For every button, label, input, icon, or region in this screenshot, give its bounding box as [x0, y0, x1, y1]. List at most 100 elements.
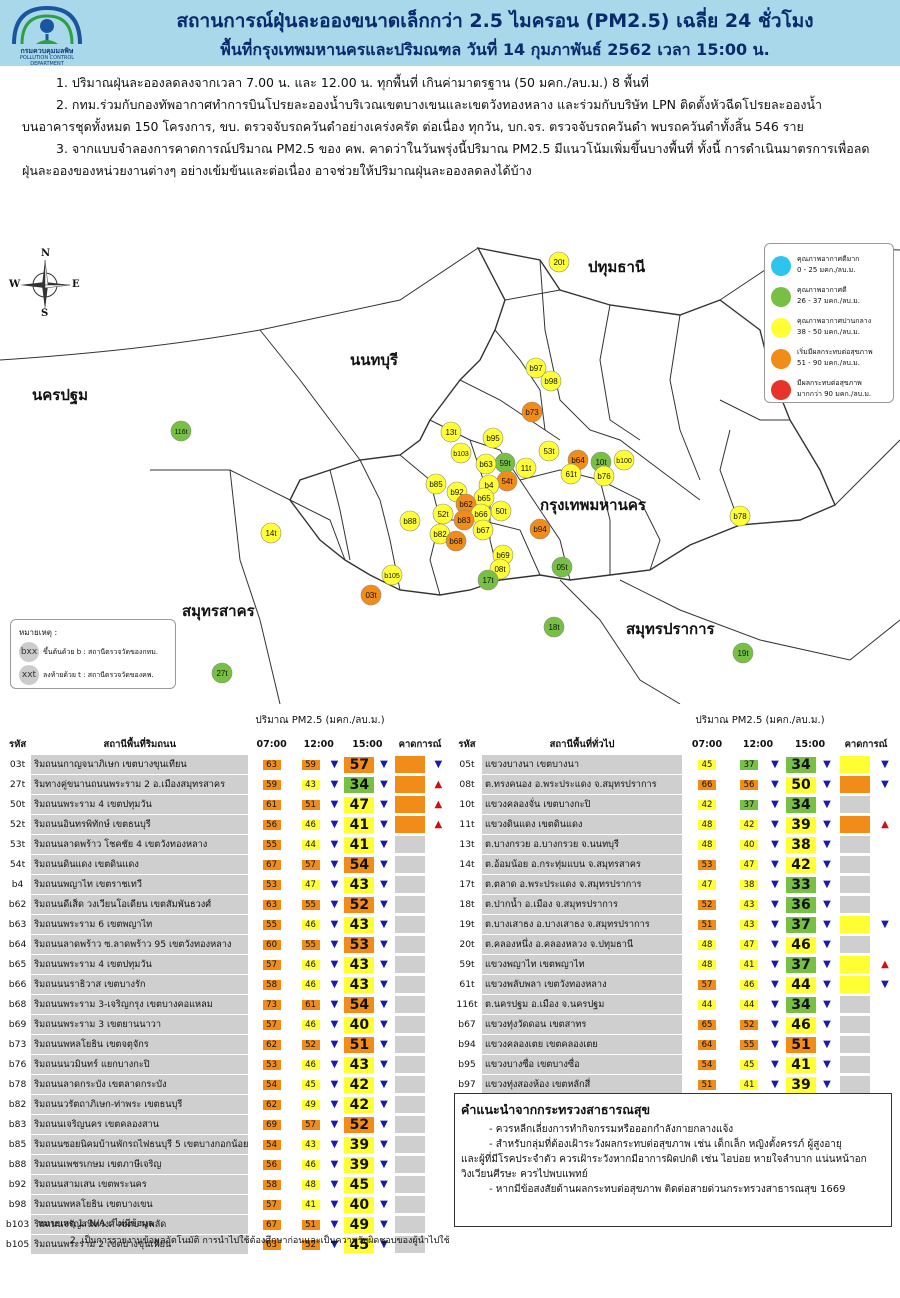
- trend-down-icon: ▼: [823, 1039, 831, 1050]
- station-code-label: 52t: [437, 510, 449, 519]
- value-1500-cell: 43: [343, 1055, 376, 1074]
- station-code-label: b65: [477, 494, 491, 503]
- trend-down-icon: ▼: [380, 779, 388, 790]
- station-marker-b97[interactable]: b97: [525, 357, 547, 379]
- station-name: ริมถนนอินทรพิทักษ์ เขตธนบุรี: [31, 815, 249, 834]
- pcd-logo: กรมควบคุมมลพิษ POLLUTION CONTROL DEPARTM…: [6, 4, 88, 67]
- station-marker-61t[interactable]: 61t: [560, 463, 582, 485]
- station-code: b78: [8, 1079, 27, 1090]
- station-name: ริมถนนพระราม 6 เขตพญาไท: [31, 915, 249, 934]
- station-marker-b105[interactable]: b105: [381, 564, 403, 586]
- station-marker-b85[interactable]: b85: [425, 473, 447, 495]
- value-1200-cell: 37: [732, 755, 766, 774]
- station-marker-14t[interactable]: 14t: [260, 522, 282, 544]
- station-marker-b103[interactable]: b103: [450, 442, 472, 464]
- station-marker-b73[interactable]: b73: [521, 401, 543, 423]
- trend-down-icon: ▼: [330, 799, 339, 810]
- forecast-cell: [392, 935, 429, 954]
- station-marker-27t[interactable]: 27t: [211, 662, 233, 684]
- station-marker-b88[interactable]: b88: [399, 510, 421, 532]
- value-0700-cell: 67: [248, 855, 294, 874]
- province-samut-prakan: สมุทรปราการ: [626, 621, 715, 639]
- station-marker-b62[interactable]: b62: [455, 493, 477, 515]
- value-0700: 57: [262, 1200, 281, 1210]
- note-dot-xxt: xxt: [19, 665, 39, 685]
- forecast-cell: [836, 895, 874, 914]
- station-dot: [548, 251, 570, 273]
- value-0700-cell: 55: [248, 835, 294, 854]
- right-table-header: รหัส สถานีพื้นที่ทั่วไป 07:00 12:00 15:0…: [452, 734, 896, 754]
- station-marker-54t[interactable]: 54t: [496, 470, 518, 492]
- value-1200: 52: [301, 1040, 320, 1050]
- station-marker-b67[interactable]: b67: [472, 519, 494, 541]
- col-1200: 12:00: [303, 738, 334, 750]
- station-marker-b95[interactable]: b95: [482, 427, 504, 449]
- legend-range: มากกว่า 90 มคก./ลบ.ม.: [797, 390, 872, 398]
- value-1200: 37: [740, 760, 758, 770]
- table-row: 54t ริมถนนดินแดง เขตดินแดง 67 57 ▼ 54 ▼: [4, 855, 448, 874]
- trend-down-icon: ▼: [771, 959, 779, 970]
- station-marker-b83[interactable]: b83: [453, 509, 475, 531]
- station-marker-b78[interactable]: b78: [729, 505, 751, 527]
- station-marker-b98[interactable]: b98: [540, 370, 562, 392]
- value-1500-cell: 41: [784, 1055, 818, 1074]
- station-code: 05t: [459, 759, 475, 770]
- station-dot: [529, 518, 551, 540]
- station-name: ริมถนนกาญจนาภิเษก เขตบางขุนเทียน: [31, 755, 249, 774]
- value-0700-cell: 54: [682, 1055, 732, 1074]
- station-marker-53t[interactable]: 53t: [538, 440, 560, 462]
- station-marker-b68[interactable]: b68: [445, 530, 467, 552]
- station-marker-18t[interactable]: 18t: [543, 616, 565, 638]
- station-marker-52t[interactable]: 52t: [432, 503, 454, 525]
- value-0700-cell: 44: [682, 995, 732, 1014]
- table-row: b78 ริมถนนลาดกระบัง เขตลาดกระบัง 54 45 ▼ 42 ▼: [4, 1075, 448, 1094]
- value-0700: 64: [698, 1040, 716, 1050]
- trend-empty: [429, 955, 448, 974]
- station-marker-59t[interactable]: 59t: [494, 452, 516, 474]
- station-code-label: 61t: [565, 470, 577, 479]
- station-code-label: b92: [450, 488, 464, 497]
- station-code-label: 27t: [216, 669, 228, 678]
- table-row: b68 ริมถนนพระราม 3-เจริญกรุง เขตบางคอแหลม…: [4, 995, 448, 1014]
- station-name: ต.บางกรวย อ.บางกรวย จ.นนทบุรี: [482, 835, 682, 854]
- station-marker-116t[interactable]: 116t: [170, 420, 192, 442]
- table-row: 59t แขวงพญาไท เขตพญาไท 48 41 ▼ 37 ▼ ▲: [452, 955, 896, 974]
- station-marker-03t[interactable]: 03t: [360, 584, 382, 606]
- station-dot: [211, 662, 233, 684]
- forecast-cell: [392, 1075, 429, 1094]
- col-forecast: คาดการณ์: [844, 738, 888, 750]
- station-marker-20t[interactable]: 20t: [548, 251, 570, 273]
- station-marker-b76[interactable]: b76: [593, 465, 615, 487]
- station-marker-b94[interactable]: b94: [529, 518, 551, 540]
- value-0700: 54: [262, 1080, 281, 1090]
- value-1500: 39: [344, 1136, 375, 1153]
- value-1200: 44: [740, 1000, 758, 1010]
- value-0700: 63: [262, 1240, 281, 1250]
- value-1200: 43: [740, 920, 758, 930]
- station-marker-19t[interactable]: 19t: [732, 642, 754, 664]
- station-name: ต.ปากน้ำ อ.เมือง จ.สมุทรปราการ: [482, 895, 682, 914]
- value-1200-cell: 57: [295, 1115, 327, 1134]
- station-marker-13t[interactable]: 13t: [440, 421, 462, 443]
- value-1500-cell: 39: [784, 815, 818, 834]
- value-1500-cell: 50: [784, 775, 818, 794]
- forecast-cell: [392, 835, 429, 854]
- value-1200: 61: [301, 1000, 320, 1010]
- table-row: b83 ริมถนนเจริญนคร เขตคลองสาน 69 57 ▼ 52 ▼: [4, 1115, 448, 1134]
- station-marker-17t[interactable]: 17t: [477, 569, 499, 591]
- value-1200: 46: [301, 1020, 320, 1030]
- station-marker-11t[interactable]: 11t: [515, 457, 537, 479]
- station-marker-b100[interactable]: b100: [613, 449, 635, 471]
- forecast-level-swatch: [840, 936, 870, 953]
- station-marker-b63[interactable]: b63: [475, 453, 497, 475]
- forecast-level-swatch: [840, 996, 870, 1013]
- forecast-cell: [836, 835, 874, 854]
- value-1200: 43: [301, 780, 320, 790]
- station-code-label: b94: [533, 525, 547, 534]
- station-marker-50t[interactable]: 50t: [490, 500, 512, 522]
- value-1500-cell: 57: [343, 755, 376, 774]
- station-marker-05t[interactable]: 05t: [551, 556, 573, 578]
- forecast-level-swatch: [395, 976, 426, 993]
- trend-down-icon: ▼: [823, 879, 831, 890]
- station-name: แขวงพลับพลา เขตวังทองหลาง: [482, 975, 682, 994]
